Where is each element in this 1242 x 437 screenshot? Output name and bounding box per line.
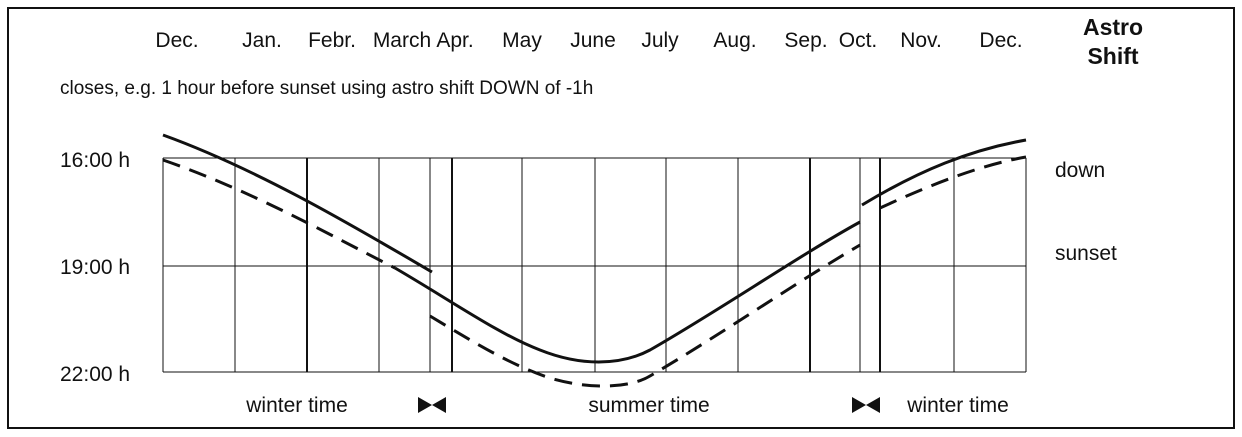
time-label: 16:00 h: [60, 149, 130, 172]
heading: Astro: [1083, 14, 1143, 40]
curve-label: sunset: [1055, 242, 1117, 265]
month-label: Apr.: [436, 29, 473, 52]
time-label: 19:00 h: [60, 256, 130, 279]
month-label: Aug.: [713, 29, 756, 52]
month-label: June: [570, 29, 616, 52]
month-label: Dec.: [979, 29, 1022, 52]
curve-label: down: [1055, 159, 1105, 182]
frame: [7, 7, 1235, 429]
month-label: March: [373, 29, 431, 52]
month-label: July: [641, 29, 679, 52]
month-label: May: [502, 29, 542, 52]
grid: [162, 157, 1027, 373]
period-label: winter time: [245, 394, 348, 417]
curves: [162, 133, 1027, 388]
time-label: 22:00 h: [60, 363, 130, 386]
month-label: Dec.: [155, 29, 198, 52]
caption: closes, e.g. 1 hour before sunset using …: [60, 78, 593, 99]
bowties: [418, 397, 880, 413]
month-label: Nov.: [900, 29, 942, 52]
month-label: Jan.: [242, 29, 282, 52]
period-label: winter time: [906, 394, 1009, 417]
month-label: Oct.: [839, 29, 878, 52]
heading: Shift: [1087, 43, 1138, 69]
month-label: Sep.: [784, 29, 827, 52]
month-label: Febr.: [308, 29, 356, 52]
period-label: summer time: [588, 394, 709, 417]
